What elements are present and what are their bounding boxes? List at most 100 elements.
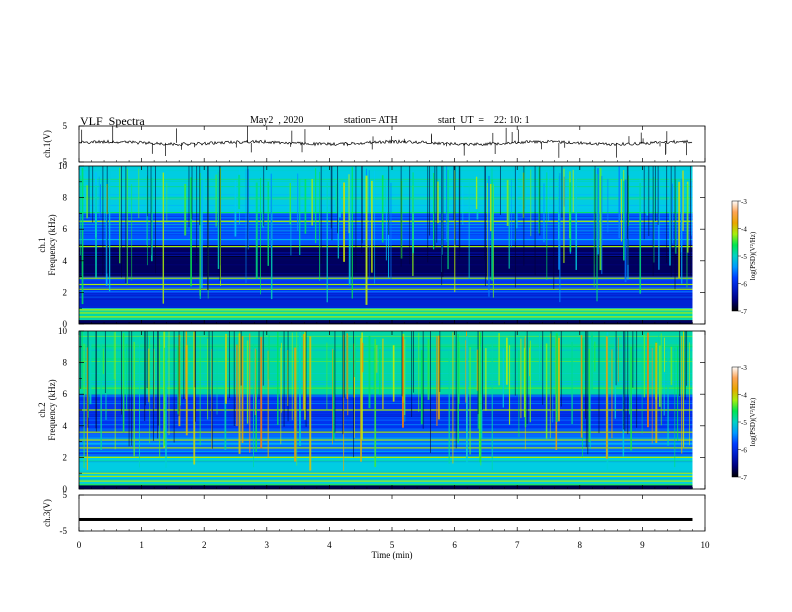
spectrogram-ch11	[79, 331, 693, 490]
spectral-texture	[79, 217, 693, 218]
sferic-spike	[385, 179, 387, 261]
spectral-texture	[79, 257, 693, 259]
sferic-spike	[654, 185, 656, 210]
spectral-texture	[79, 170, 693, 172]
signal-gap	[334, 331, 336, 433]
x-tick-label: 3	[265, 540, 270, 550]
signal-gap	[411, 331, 413, 417]
spectral-texture	[79, 224, 693, 225]
signal-gap	[422, 331, 424, 429]
sferic-spike	[599, 168, 602, 271]
sferic-spike	[452, 332, 454, 464]
spectral-texture	[79, 387, 693, 388]
signal-gap	[120, 331, 122, 415]
colorbar-label: log(PSD)(V²/Hz)	[749, 397, 757, 446]
spectral-texture	[79, 341, 693, 343]
sferic-spike	[607, 179, 609, 233]
sferic-spike	[643, 334, 646, 398]
sferic-spike	[376, 344, 378, 373]
sferic-spike	[225, 333, 227, 404]
signal-gap	[258, 331, 260, 400]
spectral-texture	[79, 255, 693, 256]
spectral-texture	[79, 364, 693, 366]
sferic-spike	[139, 336, 140, 468]
sferic-spike	[338, 182, 341, 218]
sferic-spike	[438, 335, 440, 420]
sferic-spike	[246, 340, 249, 424]
sferic-spike	[589, 338, 591, 449]
sferic-spike	[146, 176, 148, 246]
spectral-texture	[79, 293, 693, 295]
sferic-spike	[255, 182, 258, 279]
sferic-spike	[575, 174, 577, 270]
sferic-spike	[601, 175, 603, 275]
y-tick-label: 2	[63, 287, 68, 297]
spectral-texture	[79, 443, 693, 445]
sferic-spike	[686, 181, 689, 253]
sferic-spike	[682, 170, 684, 231]
signal-gap	[80, 331, 82, 389]
sferic-spike	[304, 331, 306, 420]
y-tick-label: 2	[63, 452, 68, 462]
spectral-texture	[79, 429, 693, 431]
sferic-spike	[100, 344, 102, 450]
sferic-spike	[468, 180, 470, 279]
sferic-spike	[159, 338, 161, 458]
sferic-spike	[392, 345, 395, 402]
spectral-texture	[79, 479, 693, 481]
x-tick-label: 8	[578, 540, 583, 550]
sferic-spike	[446, 166, 448, 242]
sferic-spike	[549, 333, 551, 439]
sferic-spike	[390, 182, 392, 279]
signal-gap	[283, 331, 285, 427]
spectral-texture	[79, 207, 693, 208]
spectral-texture	[79, 403, 693, 404]
signal-gap	[666, 166, 668, 263]
signal-gap	[458, 166, 460, 260]
signal-gap	[305, 331, 307, 427]
sferic-spike	[219, 168, 221, 286]
signal-gap	[337, 166, 339, 234]
signal-gap	[154, 166, 156, 274]
sferic-spike	[319, 171, 321, 281]
spectral-texture	[79, 470, 693, 472]
sferic-spike	[299, 331, 301, 446]
spectral-texture	[79, 413, 693, 415]
signal-gap	[674, 166, 676, 290]
signal-gap	[240, 331, 242, 386]
tone-line	[79, 409, 693, 411]
sferic-spike	[475, 176, 478, 210]
signal-gap	[131, 331, 133, 446]
signal-gap	[526, 331, 528, 424]
sferic-spike	[260, 337, 263, 449]
y-tick-label: 5	[63, 490, 68, 500]
sferic-spike	[343, 334, 345, 471]
sferic-spike	[114, 331, 116, 450]
sferic-spike	[529, 340, 531, 423]
waveform-trace	[79, 517, 693, 521]
sferic-spike	[108, 169, 111, 292]
sferic-spike	[624, 179, 627, 283]
sferic-spike	[686, 183, 688, 288]
signal-gap	[207, 166, 209, 291]
sferic-spike	[582, 338, 583, 458]
sferic-spike	[241, 336, 244, 443]
spectral-texture	[79, 442, 693, 444]
sferic-spike	[309, 336, 312, 471]
sferic-spike	[404, 338, 406, 422]
sferic-spike	[165, 336, 167, 468]
sferic-spike	[681, 335, 683, 454]
sferic-spike	[620, 179, 622, 242]
spectral-texture	[79, 292, 693, 293]
colorbar-tick-label: -3	[741, 198, 747, 206]
signal-gap	[585, 331, 587, 448]
sferic-spike	[651, 348, 653, 444]
signal-gap	[598, 331, 600, 434]
spectral-texture	[79, 259, 693, 261]
signal-gap	[499, 166, 501, 215]
sferic-spike	[506, 337, 508, 385]
channel-voltage-label: ch.3(V)	[42, 499, 52, 527]
signal-gap	[689, 166, 691, 276]
sferic-spike	[185, 344, 188, 436]
tone-line	[79, 447, 693, 449]
